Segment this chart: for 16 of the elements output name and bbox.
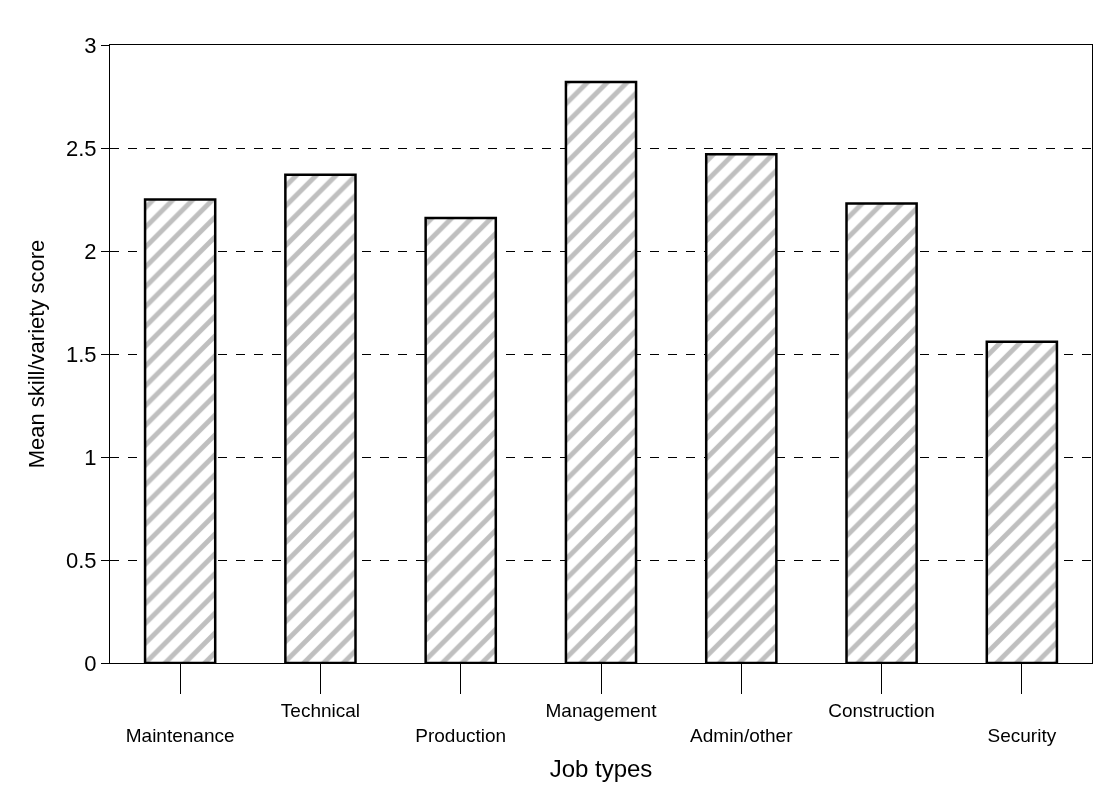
y-tick-label: 2.5 <box>66 135 97 161</box>
y-tick-label: 0.5 <box>66 547 97 573</box>
y-tick-label: 0 <box>84 650 97 676</box>
y-axis-title: Mean skill/variety score <box>23 239 49 469</box>
y-tick-label: 1.5 <box>66 341 97 367</box>
x-tick-label: Technical <box>280 699 361 721</box>
x-tick-label: Management <box>545 699 658 721</box>
y-tick-label: 2 <box>84 238 97 264</box>
x-tick-label: Maintenance <box>125 724 235 746</box>
x-tick-label: Admin/other <box>690 724 794 746</box>
x-tick-label: Construction <box>828 699 935 721</box>
x-axis-title: Job types <box>549 754 653 782</box>
x-tick-label: Production <box>415 724 507 746</box>
y-tick-label: 1 <box>84 444 97 470</box>
x-tick-label: Security <box>987 724 1057 746</box>
y-tick-label: 3 <box>84 32 97 58</box>
